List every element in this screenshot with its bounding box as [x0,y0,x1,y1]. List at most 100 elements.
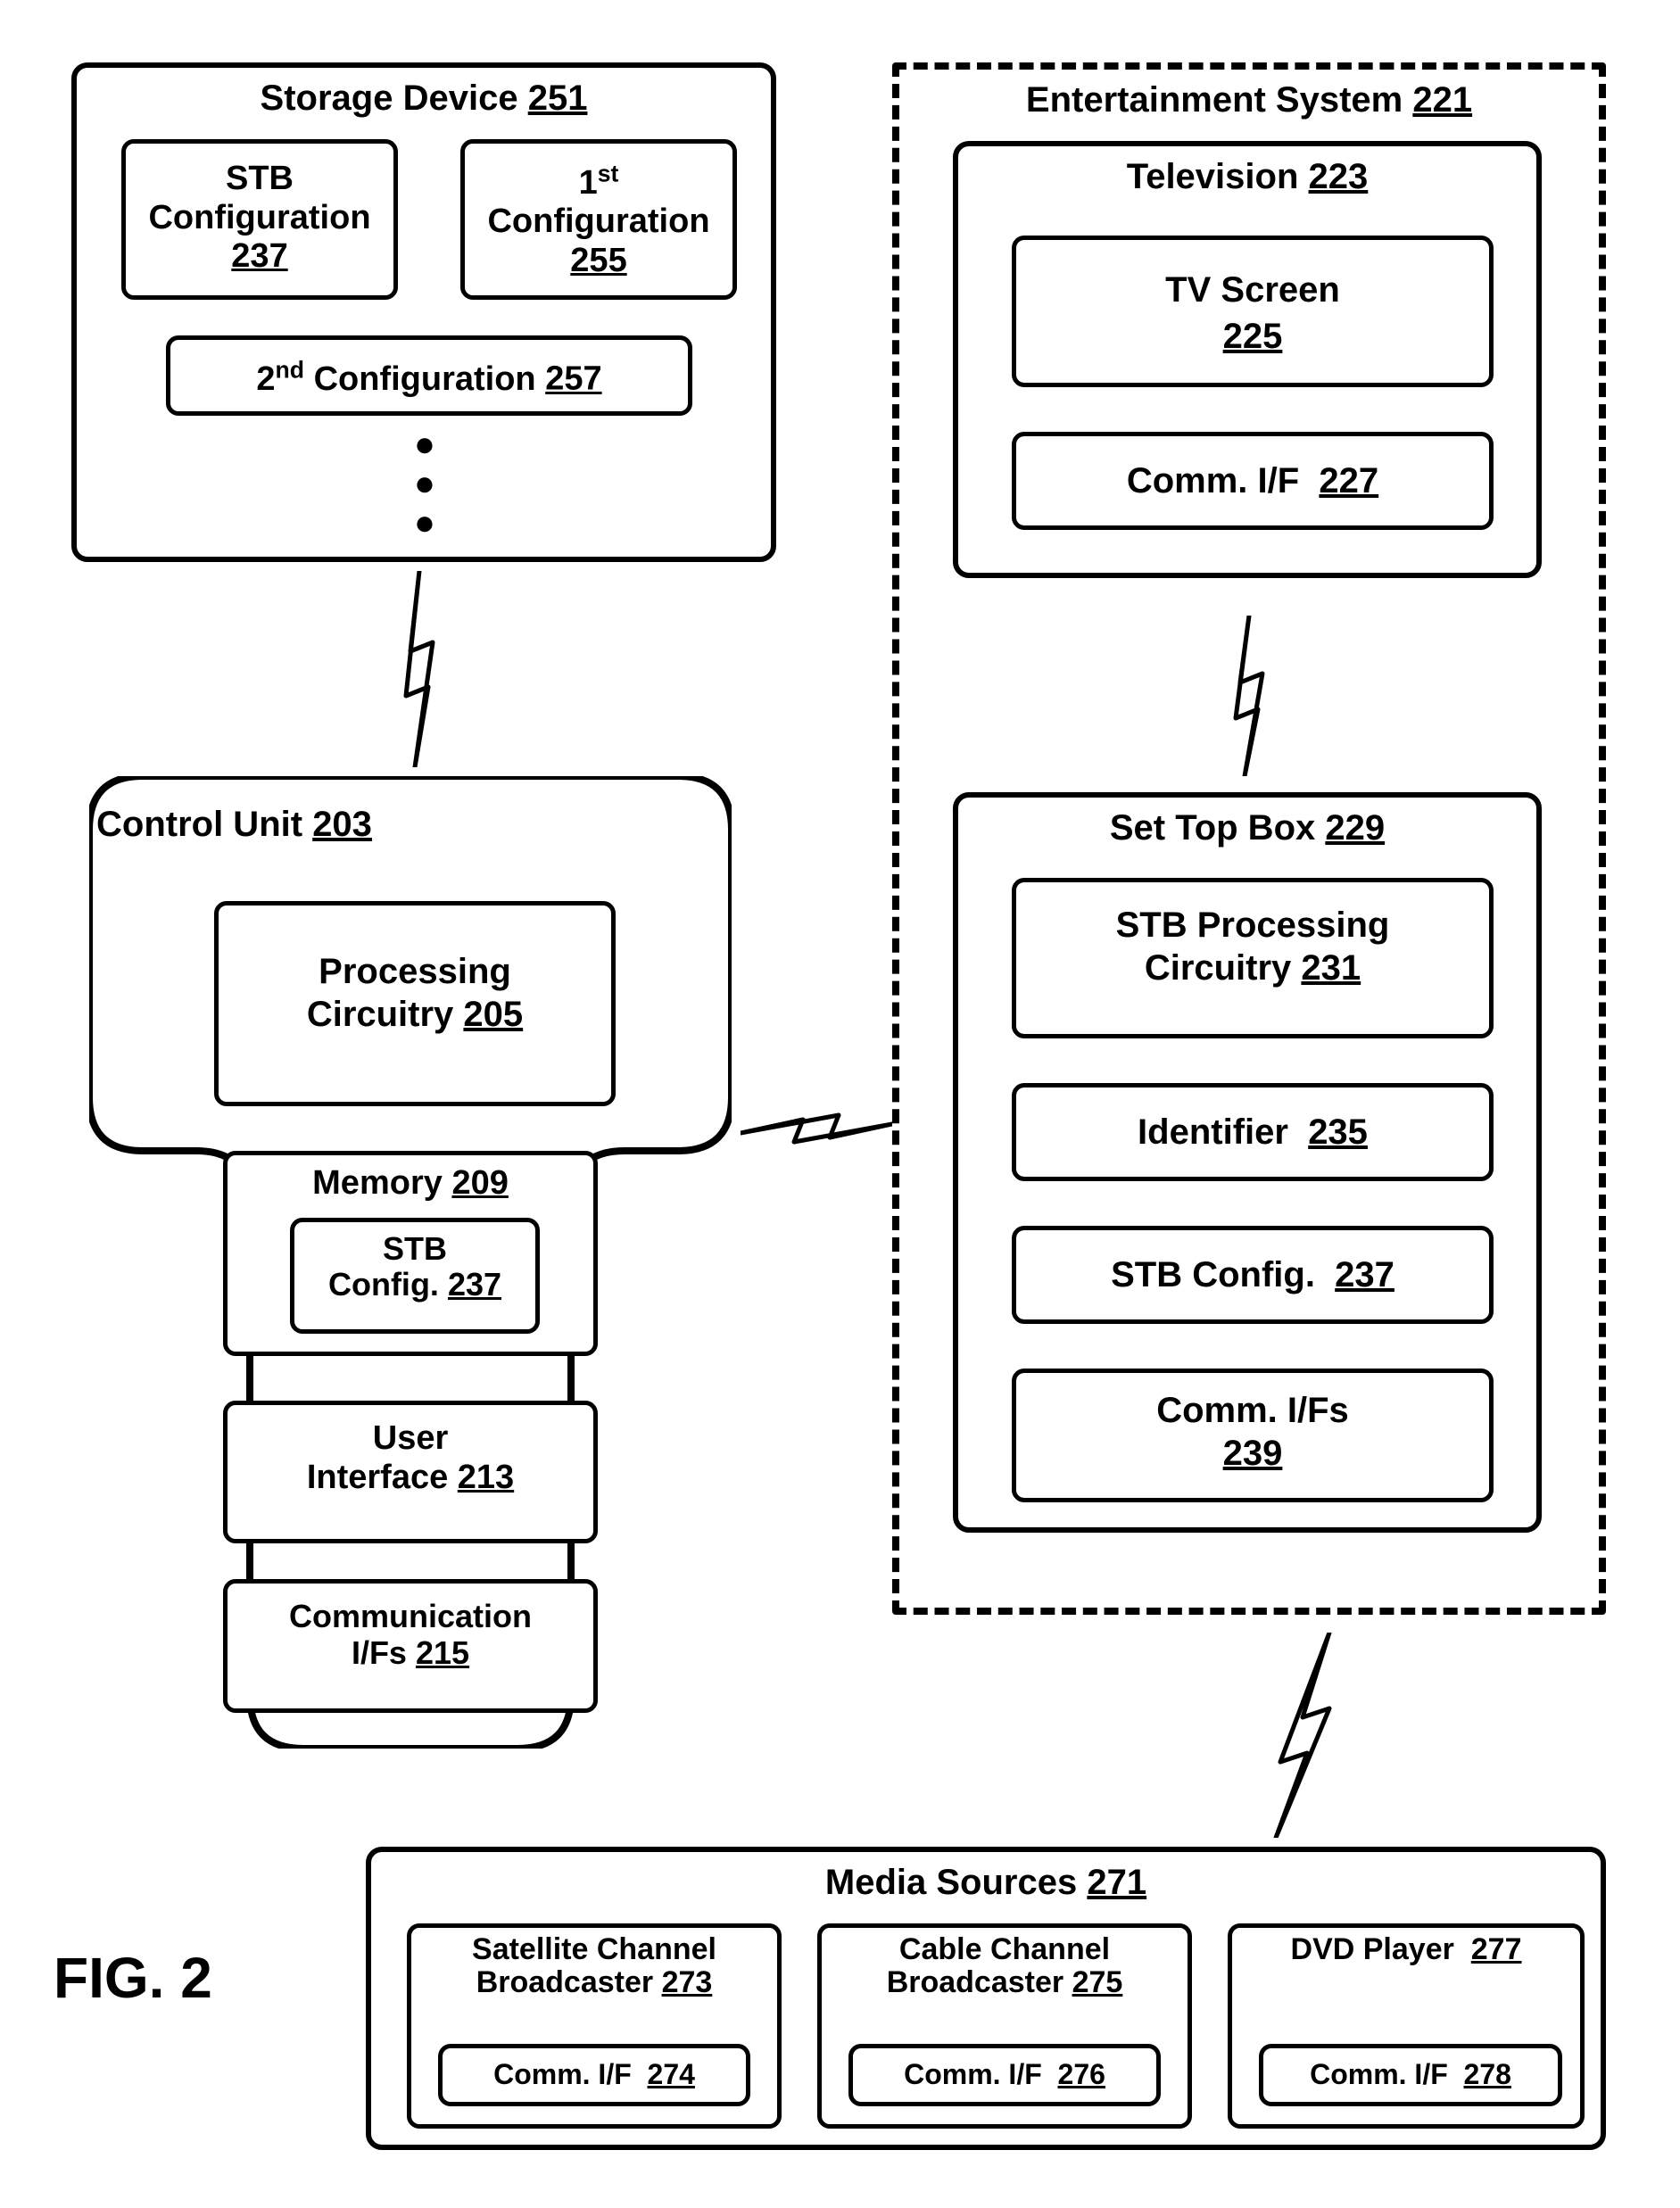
media-sources-box: Media Sources 271 Satellite Channel Broa… [366,1847,1606,2150]
stb-title: Set Top Box 229 [958,798,1536,853]
television-box: Television 223 TV Screen 225 Comm. I/F 2… [953,141,1542,578]
ellipsis-dots-icon: ●●● [407,425,443,542]
cu-memory-title: Memory 209 [228,1155,593,1203]
second-configuration-label: 2nd Configuration [256,360,545,398]
stb-processing-ref: 231 [1301,948,1361,988]
satellite-commif-label: Comm. I/F [493,2058,632,2090]
cu-ui-ref: 213 [458,1459,514,1496]
storage-device-title: Storage Device 251 [77,68,771,123]
entertainment-system-label: Entertainment System [1026,80,1403,120]
dvd-ref: 277 [1471,1932,1522,1966]
media-sources-ref: 271 [1087,1863,1146,1902]
media-sources-label: Media Sources [825,1863,1077,1902]
second-configuration-box: 2nd Configuration 257 [166,335,692,416]
stb-commifs-label: Comm. I/Fs [1156,1391,1349,1430]
link-tv-to-stb-icon [1204,616,1294,776]
stb-ref: 229 [1325,808,1385,848]
link-control-to-entertainment-icon [741,1088,892,1169]
tv-screen-box: TV Screen 225 [1012,236,1494,387]
cu-memory-stb-config-l1: STB [383,1230,447,1267]
first-config-sup: st [598,160,619,186]
tv-commif-label: Comm. I/F [1127,461,1299,500]
identifier-box: Identifier 235 [1012,1083,1494,1181]
satellite-ref: 273 [662,1965,713,1999]
dvd-label: DVD Player [1291,1932,1454,1966]
stb-commifs-box: Comm. I/Fs 239 [1012,1369,1494,1502]
stb-configuration-ref: 237 [231,237,287,275]
storage-device-label: Storage Device [261,79,518,118]
cu-memory-stb-config-ref: 237 [448,1266,501,1302]
satellite-l1: Satellite Channel [472,1932,716,1966]
stb-box: Set Top Box 229 STB Processing Circuitry… [953,792,1542,1533]
cu-memory-label: Memory [312,1164,443,1202]
entertainment-system-box: Entertainment System 221 Television 223 … [892,62,1606,1615]
stb-config-box: STB Config. 237 [1012,1226,1494,1324]
cu-processing-l2: Circuitry [307,995,464,1034]
cable-commif-box: Comm. I/F 276 [848,2044,1161,2106]
television-title: Television 223 [958,146,1536,202]
cu-memory-stb-config-l2: Config. [328,1266,448,1302]
cu-memory-stb-config-box: STB Config. 237 [290,1218,540,1334]
first-configuration-box: 1st Configuration 255 [460,139,737,300]
dvd-player-box: DVD Player 277 Comm. I/F 278 [1228,1923,1585,2129]
second-config-post: Configuration [304,360,545,398]
link-storage-to-control-icon [375,571,464,767]
stb-label: Set Top Box [1110,808,1315,848]
cu-ui-l1: User [373,1419,449,1457]
cable-l1: Cable Channel [899,1932,1110,1966]
control-unit-ref: 203 [312,805,372,844]
figure-label-text: FIG. 2 [54,1946,212,2010]
cu-commifs-l1: Communication [289,1598,532,1634]
storage-device-box: Storage Device 251 STB Configuration 237… [71,62,776,562]
first-config-pre: 1 [579,164,598,202]
tv-screen-label: TV Screen [1165,270,1340,310]
stb-configuration-label-l1: STB [226,160,294,197]
satellite-broadcaster-box: Satellite Channel Broadcaster 273 Comm. … [407,1923,782,2129]
satellite-commif-box: Comm. I/F 274 [438,2044,750,2106]
satellite-commif-ref: 274 [648,2058,695,2090]
first-configuration-label-2: Configuration [487,203,709,240]
cu-user-interface-box: User Interface 213 [223,1401,598,1543]
cable-l2: Broadcaster [887,1965,1072,1999]
stb-commifs-ref: 239 [1223,1434,1283,1473]
control-unit-title: Control Unit 203 [89,776,732,849]
identifier-ref: 235 [1308,1112,1368,1152]
stb-processing-box: STB Processing Circuitry 231 [1012,878,1494,1038]
stb-config-ref: 237 [1335,1255,1394,1294]
diagram-root: Storage Device 251 STB Configuration 237… [36,36,1644,2172]
cu-processing-box: Processing Circuitry 205 [214,901,616,1106]
tv-commif-box: Comm. I/F 227 [1012,432,1494,530]
cable-ref: 275 [1072,1965,1123,1999]
stb-configuration-box: STB Configuration 237 [121,139,398,300]
storage-device-ref: 251 [528,79,588,118]
cu-processing-ref: 205 [463,995,523,1034]
media-sources-title: Media Sources 271 [371,1852,1601,1907]
stb-configuration-label-l2: Configuration [148,199,370,236]
second-configuration-ref: 257 [545,360,601,398]
satellite-l2: Broadcaster [476,1965,662,1999]
cu-memory-box: Memory 209 STB Config. 237 [223,1151,598,1356]
figure-label: FIG. 2 [54,1945,212,2011]
cu-commifs-ref: 215 [416,1634,469,1671]
link-entertainment-to-media-icon [1249,1633,1356,1838]
entertainment-system-title: Entertainment System 221 [899,70,1599,125]
dvd-commif-ref: 278 [1464,2058,1511,2090]
cu-processing-l1: Processing [319,952,511,991]
cable-broadcaster-box: Cable Channel Broadcaster 275 Comm. I/F … [817,1923,1192,2129]
stb-processing-l2: Circuitry [1145,948,1302,988]
stb-processing-l1: STB Processing [1116,906,1390,945]
television-label: Television [1127,157,1299,196]
cu-memory-ref: 209 [451,1164,508,1202]
dvd-commif-box: Comm. I/F 278 [1259,2044,1562,2106]
cu-ui-l2: Interface [307,1459,458,1496]
entertainment-system-ref: 221 [1412,80,1472,120]
cable-commif-label: Comm. I/F [904,2058,1042,2090]
second-config-pre: 2 [256,360,275,398]
cu-comm-ifs-box: Communication I/Fs 215 [223,1579,598,1713]
identifier-label: Identifier [1138,1112,1288,1152]
cable-commif-ref: 276 [1058,2058,1105,2090]
second-config-sup: nd [276,356,305,383]
control-unit-shape: Control Unit 203 Processing Circuitry 20… [89,776,732,1749]
television-ref: 223 [1309,157,1369,196]
first-configuration-label: 1st [579,164,619,202]
